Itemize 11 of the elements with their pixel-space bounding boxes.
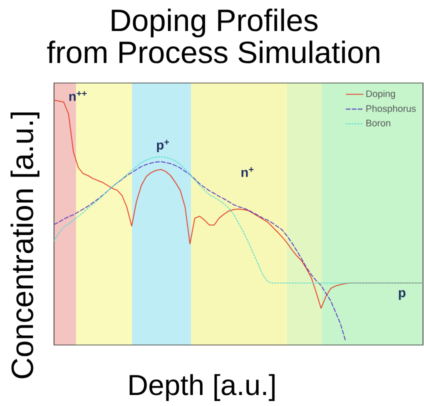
annotation: n$^{+}$ (242, 167, 254, 177)
chart-subtitle: from Process Simulation (47, 40, 380, 64)
chart-title: Doping Profiles (112, 8, 318, 38)
legend-label: Phosphorus (366, 104, 416, 114)
y-axis-title: Concentration [a.u.] (10, 112, 40, 378)
legend-label: Doping (366, 90, 395, 99)
annotation: p (398, 290, 406, 300)
annotation: p$^{+}$ (157, 140, 169, 152)
annotation: n$^{++}$ (69, 91, 87, 101)
legend-label: Boron (366, 120, 390, 126)
x-axis-title: Depth [a.u.] (130, 374, 275, 401)
